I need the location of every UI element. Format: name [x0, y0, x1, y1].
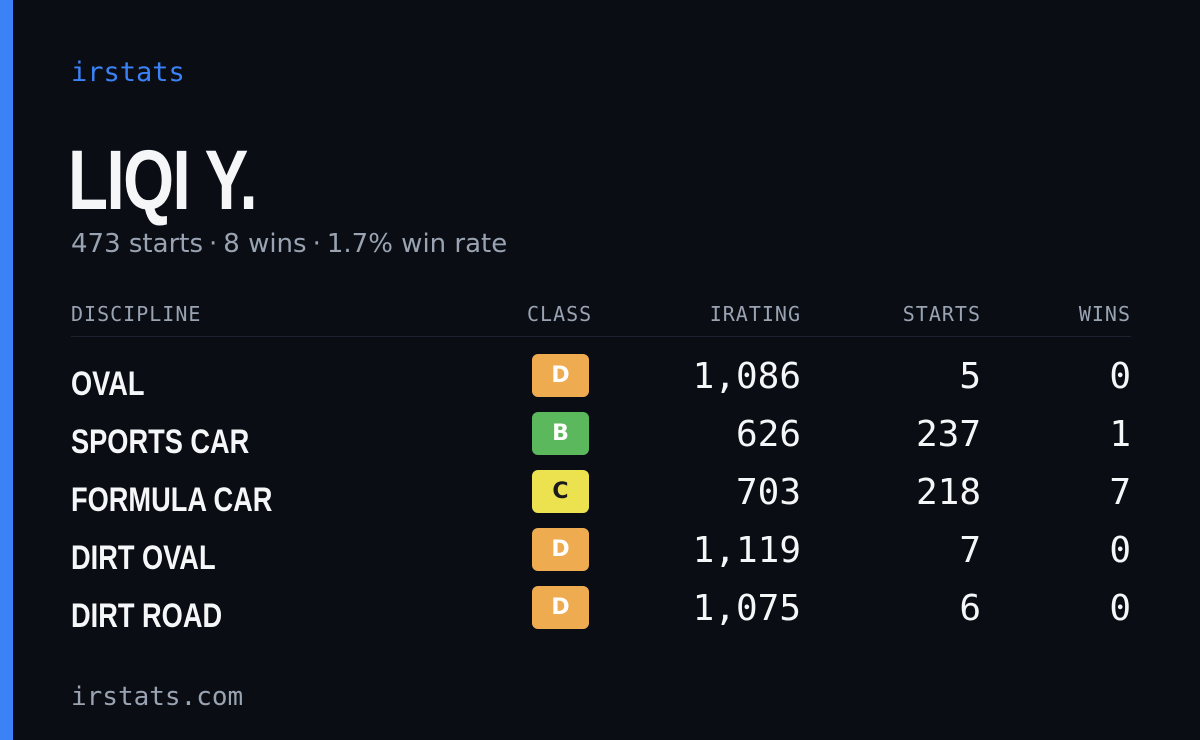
- column-header-class: CLASS: [527, 302, 593, 326]
- irating-value: 1,086: [692, 356, 801, 397]
- table-row: FORMULA CAR C 703 218 7: [71, 470, 1131, 528]
- class-badge: B: [532, 412, 589, 455]
- table-row: DIRT OVAL D 1,119 7 0: [71, 528, 1131, 586]
- irating-value: 1,119: [692, 530, 801, 571]
- irating-value: 1,075: [692, 588, 801, 629]
- starts-value: 237: [915, 414, 981, 455]
- discipline-name: OVAL: [71, 365, 145, 403]
- starts-value: 7: [959, 530, 981, 571]
- summary-win-rate: 1.7% win rate: [326, 229, 508, 259]
- table-row: OVAL D 1,086 5 0: [71, 354, 1131, 412]
- column-header-discipline: DISCIPLINE: [71, 302, 202, 326]
- wins-value: 0: [1109, 356, 1131, 397]
- discipline-name: DIRT ROAD: [71, 597, 223, 635]
- wins-value: 0: [1109, 588, 1131, 629]
- class-badge: D: [532, 354, 589, 397]
- driver-name: LIQI Y.: [68, 133, 258, 227]
- class-badge: C: [532, 470, 589, 513]
- driver-summary: 473 starts · 8 wins · 1.7% win rate: [71, 226, 507, 262]
- wins-value: 1: [1109, 414, 1131, 455]
- table-row: DIRT ROAD D 1,075 6 0: [71, 586, 1131, 644]
- summary-starts: 473 starts: [71, 229, 203, 259]
- summary-separator: ·: [312, 229, 321, 259]
- footer-site-url: irstats.com: [71, 682, 244, 712]
- column-header-starts: STARTS: [902, 302, 981, 326]
- starts-value: 218: [915, 472, 981, 513]
- starts-value: 6: [959, 588, 981, 629]
- irating-value: 703: [735, 472, 801, 513]
- starts-value: 5: [959, 356, 981, 397]
- summary-wins: 8 wins: [223, 229, 307, 259]
- column-header-wins: WINS: [1078, 302, 1131, 326]
- brand-logo-text: irstats: [71, 57, 185, 88]
- column-header-irating: IRATING: [709, 302, 801, 326]
- irating-value: 626: [735, 414, 801, 455]
- discipline-name: DIRT OVAL: [71, 539, 216, 577]
- accent-bar: [0, 0, 13, 740]
- summary-separator: ·: [209, 229, 218, 259]
- discipline-name: SPORTS CAR: [71, 423, 250, 461]
- wins-value: 7: [1109, 472, 1131, 513]
- wins-value: 0: [1109, 530, 1131, 571]
- table-row: SPORTS CAR B 626 237 1: [71, 412, 1131, 470]
- table-header: DISCIPLINE CLASS IRATING STARTS WINS: [71, 296, 1131, 337]
- class-badge: D: [532, 586, 589, 629]
- class-badge: D: [532, 528, 589, 571]
- discipline-name: FORMULA CAR: [71, 481, 273, 519]
